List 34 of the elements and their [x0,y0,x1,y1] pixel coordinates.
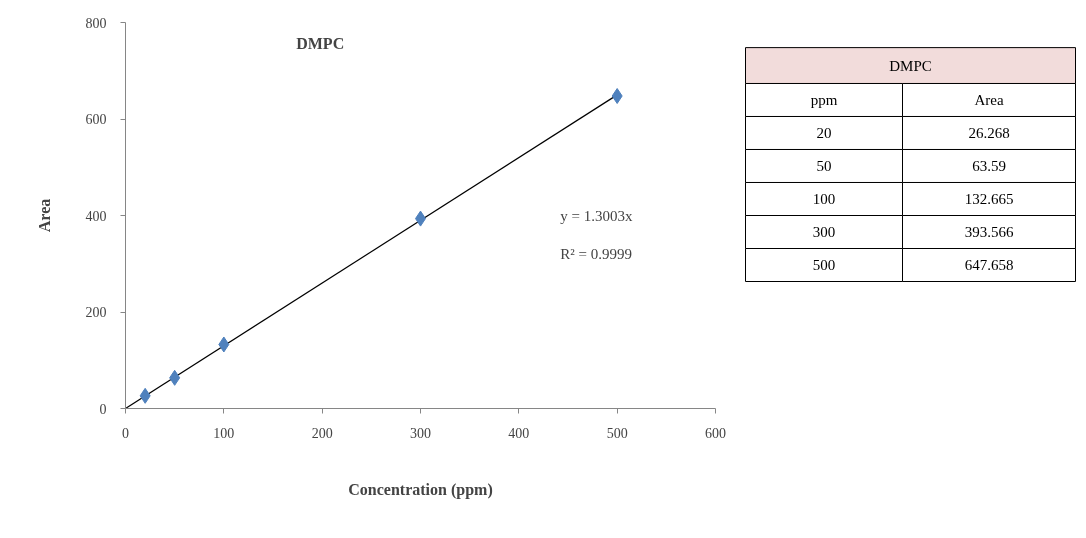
x-tick-label: 500 [606,425,628,441]
y-tick-label: 200 [85,305,107,320]
point [611,88,623,105]
category-label: 300 [812,224,836,240]
annotation: R² = 0.9999 [560,246,633,263]
text: DMPC [889,57,932,74]
x-tick-label: 0 [122,425,129,441]
y-tick-label: 0 [99,401,107,417]
data-label: 393.566 [964,224,1014,240]
x-tick-label: 100 [213,425,235,441]
category-label: 500 [812,257,836,274]
text: ppm [810,91,838,108]
y-axis-title: Area [35,198,53,233]
x-tick-label: 200 [311,425,333,441]
point [218,336,230,353]
x-tick-label: 600 [705,425,726,441]
data-label: 26.268 [968,124,1010,141]
data-label: 132.665 [964,191,1014,207]
point [169,369,181,386]
text: DMPC [296,35,345,53]
y-tick-label: 400 [85,208,107,224]
y-tick-label: 800 [85,15,107,31]
point [139,387,151,404]
data-label: 63.59 [972,157,1006,174]
x-axis-title: Concentration (ppm) [348,480,493,499]
category-label: 20 [816,124,832,141]
annotation: y = 1.3003x [560,207,634,224]
x-tick-label: 300 [410,425,431,441]
x-tick-label: 400 [508,425,530,441]
text: Area [974,91,1004,108]
category-label: 50 [816,157,832,174]
data-label: 647.658 [964,257,1014,274]
y-tick-label: 600 [85,112,107,127]
category-label: 100 [812,191,836,207]
